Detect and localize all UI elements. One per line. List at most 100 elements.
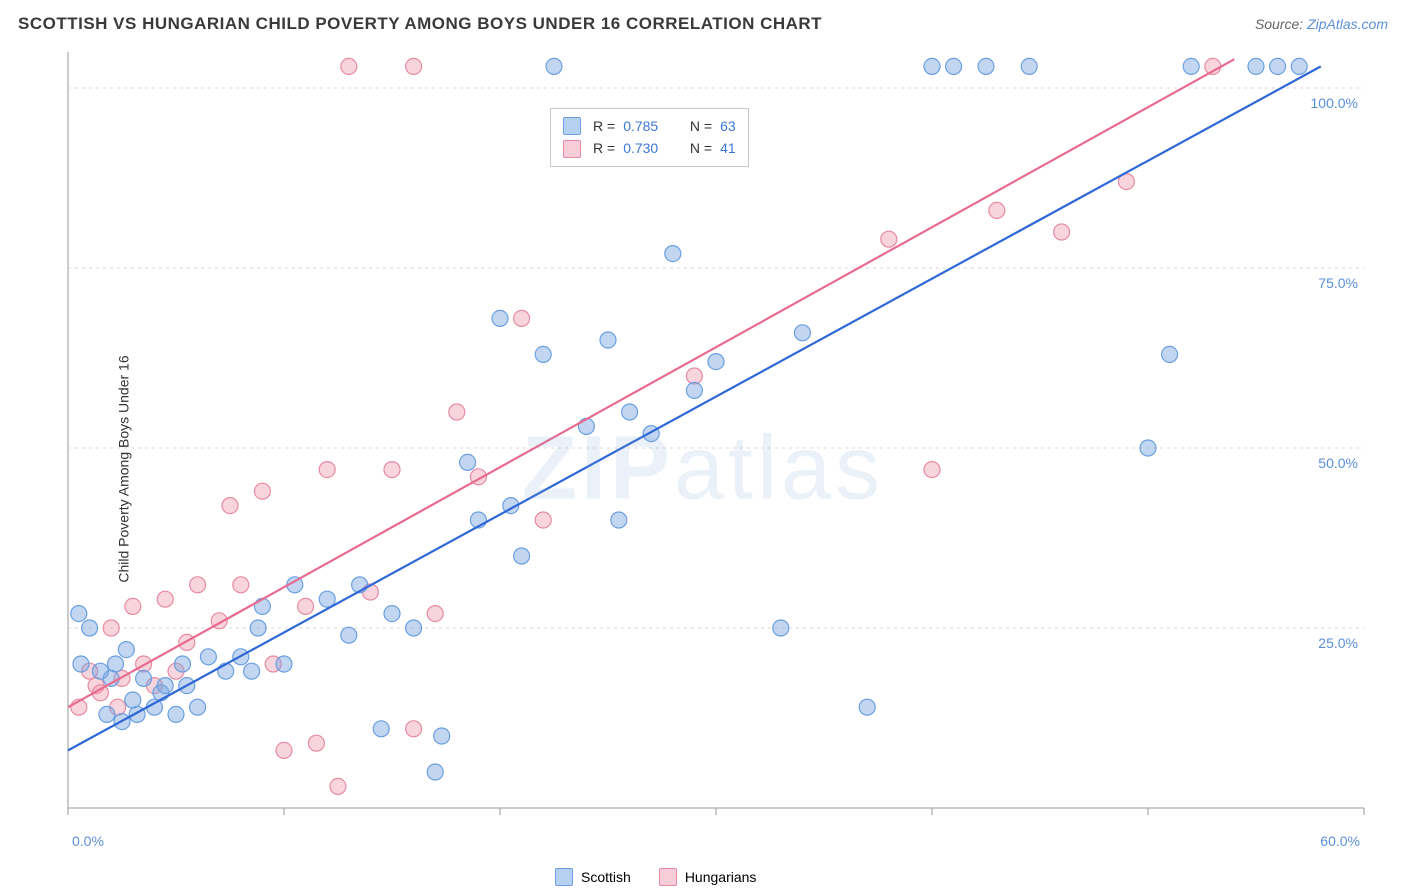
data-point: [989, 202, 1005, 218]
stat-n-value: 63: [720, 115, 736, 137]
stat-r-label: R =: [593, 137, 615, 159]
stats-legend-row: R = 0.785 N = 63: [563, 115, 736, 137]
data-point: [686, 368, 702, 384]
legend-series-name: Scottish: [581, 869, 631, 885]
data-point: [881, 231, 897, 247]
data-point: [406, 58, 422, 74]
data-point: [1248, 58, 1264, 74]
data-point: [449, 404, 465, 420]
data-point: [946, 58, 962, 74]
data-point: [244, 663, 260, 679]
data-point: [233, 577, 249, 593]
data-point: [514, 310, 530, 326]
data-point: [1054, 224, 1070, 240]
source-attribution: Source: ZipAtlas.com: [1255, 16, 1388, 32]
chart-title: SCOTTISH VS HUNGARIAN CHILD POVERTY AMON…: [18, 14, 822, 34]
data-point: [427, 606, 443, 622]
legend-swatch: [555, 868, 573, 886]
data-point: [341, 627, 357, 643]
data-point: [190, 577, 206, 593]
data-point: [859, 699, 875, 715]
data-point: [546, 58, 562, 74]
stat-n-label: N =: [690, 115, 712, 137]
data-point: [622, 404, 638, 420]
stat-r-value: 0.730: [623, 137, 658, 159]
data-point: [200, 649, 216, 665]
data-point: [1021, 58, 1037, 74]
data-point: [125, 598, 141, 614]
data-point: [319, 462, 335, 478]
y-tick-label: 75.0%: [1318, 275, 1358, 291]
data-point: [136, 670, 152, 686]
data-point: [1270, 58, 1286, 74]
x-tick-label: 60.0%: [1320, 833, 1360, 849]
data-point: [341, 58, 357, 74]
data-point: [254, 483, 270, 499]
data-point: [157, 678, 173, 694]
legend-swatch: [659, 868, 677, 886]
data-point: [460, 454, 476, 470]
data-point: [190, 699, 206, 715]
data-point: [254, 598, 270, 614]
data-point: [1183, 58, 1199, 74]
data-point: [406, 620, 422, 636]
data-point: [384, 606, 400, 622]
stat-n-value: 41: [720, 137, 736, 159]
legend-swatch: [563, 117, 581, 135]
data-point: [578, 418, 594, 434]
data-point: [276, 742, 292, 758]
data-point: [222, 498, 238, 514]
data-point: [99, 706, 115, 722]
data-point: [250, 620, 266, 636]
data-point: [174, 656, 190, 672]
stat-r-label: R =: [593, 115, 615, 137]
data-point: [794, 325, 810, 341]
data-point: [708, 354, 724, 370]
data-point: [535, 346, 551, 362]
data-point: [492, 310, 508, 326]
data-point: [108, 656, 124, 672]
data-point: [1140, 440, 1156, 456]
data-point: [434, 728, 450, 744]
source-link[interactable]: ZipAtlas.com: [1307, 16, 1388, 32]
data-point: [298, 598, 314, 614]
data-point: [406, 721, 422, 737]
data-point: [686, 382, 702, 398]
correlation-stats-legend: R = 0.785 N = 63R = 0.730 N = 41: [550, 108, 749, 167]
y-tick-label: 50.0%: [1318, 455, 1358, 471]
data-point: [218, 663, 234, 679]
legend-swatch: [563, 140, 581, 158]
series-legend: Scottish Hungarians: [555, 868, 756, 886]
legend-item: Scottish: [555, 868, 631, 886]
data-point: [103, 620, 119, 636]
data-point: [82, 620, 98, 636]
data-point: [73, 656, 89, 672]
y-tick-label: 25.0%: [1318, 635, 1358, 651]
stat-r-value: 0.785: [623, 115, 658, 137]
x-tick-label: 0.0%: [72, 833, 104, 849]
data-point: [427, 764, 443, 780]
data-point: [535, 512, 551, 528]
data-point: [978, 58, 994, 74]
data-point: [1162, 346, 1178, 362]
regression-line: [68, 66, 1321, 750]
data-point: [924, 462, 940, 478]
data-point: [1291, 58, 1307, 74]
data-point: [384, 462, 400, 478]
data-point: [773, 620, 789, 636]
stat-n-label: N =: [690, 137, 712, 159]
data-point: [924, 58, 940, 74]
scatter-chart: 25.0% 50.0% 75.0% 100.0% 0.0% 60.0%: [0, 46, 1406, 892]
y-tick-label: 100.0%: [1311, 95, 1358, 111]
data-point: [157, 591, 173, 607]
source-prefix: Source:: [1255, 16, 1307, 32]
data-point: [118, 642, 134, 658]
data-point: [514, 548, 530, 564]
stats-legend-row: R = 0.730 N = 41: [563, 137, 736, 159]
data-point: [168, 706, 184, 722]
data-point: [600, 332, 616, 348]
data-point: [665, 246, 681, 262]
legend-item: Hungarians: [659, 868, 757, 886]
data-point: [276, 656, 292, 672]
data-point: [373, 721, 389, 737]
